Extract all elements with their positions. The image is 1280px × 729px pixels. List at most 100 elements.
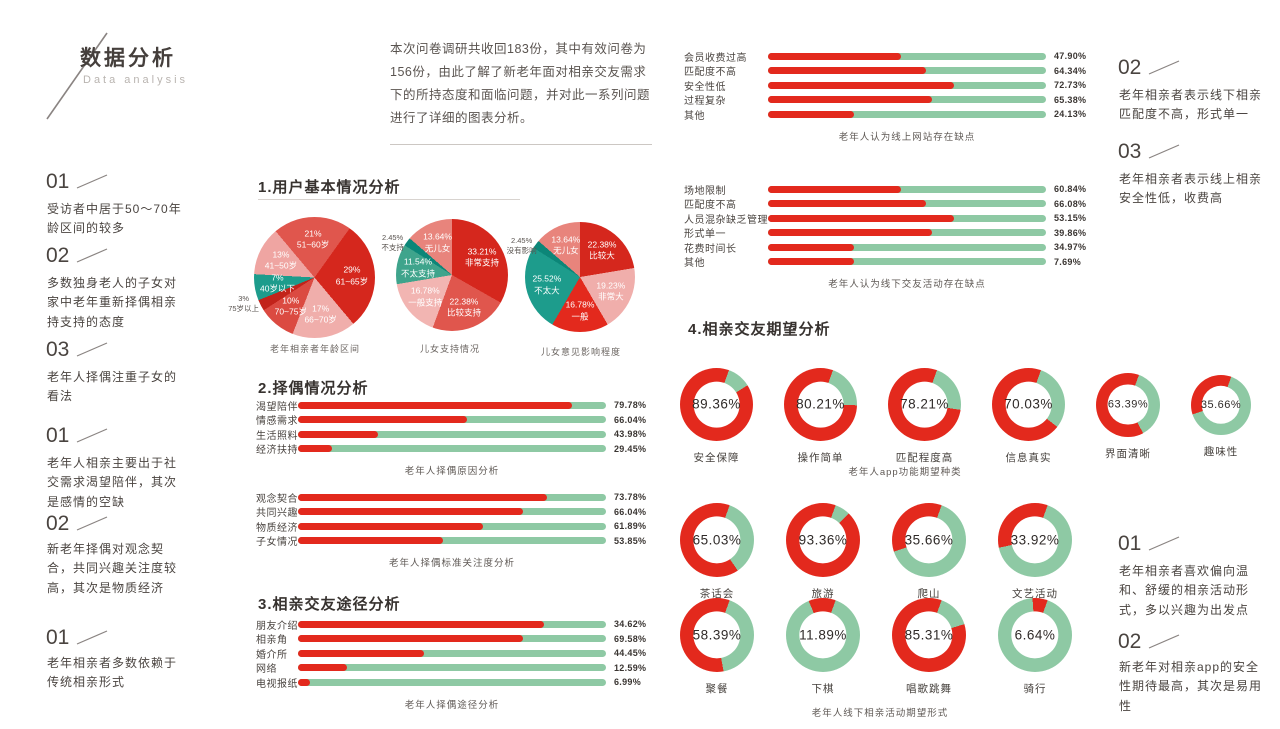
donut-hole: 70.03% (1004, 381, 1053, 428)
donut: 85.31% (892, 598, 966, 672)
bar-fill (298, 620, 545, 628)
donut-percent: 6.64% (1014, 627, 1056, 643)
pie-slice-pct: 21% (304, 228, 322, 239)
bar-chart-caption: 老年人择偶标准关注度分析 (388, 558, 515, 569)
logo-slash-icon (46, 32, 108, 120)
bar-track (298, 430, 606, 438)
donut-label: 匹配程度高 (895, 452, 954, 464)
pie-slice-pct: 3% (238, 293, 250, 303)
slash-icon (1149, 144, 1180, 159)
section-title-3: 3.相亲交友途径分析 (258, 596, 401, 613)
donut-item: 80.21% 操作简单 (784, 368, 857, 465)
donut-label: 信息真实 (1005, 452, 1052, 464)
bar-chart-offline: 场地限制 60.84% 匹配度不高 66.08% 人员混杂缺乏管理 53.15% 形式单一 3… (684, 182, 1086, 290)
slash-icon (77, 516, 108, 531)
bar-value: 53.85% (614, 535, 647, 546)
pie-slice-pct: 22.38% (587, 239, 617, 250)
donut-label: 操作简单 (797, 452, 844, 464)
note-number: 02 (1118, 56, 1181, 80)
donut-label: 文艺活动 (1012, 588, 1058, 600)
donut-hole: 85.31% (904, 611, 954, 659)
bar-track (768, 81, 1046, 89)
donut-hole: 11.89% (799, 611, 847, 659)
pie-slice-name: 比较大 (589, 250, 615, 261)
pie-slice-pct: 22.38% (449, 296, 479, 307)
pie-slice-label: 3% 75岁以上 (228, 294, 259, 314)
pie-slice-label: 13.64% 无儿女 (423, 232, 452, 255)
bar-row: 场地限制 60.84% (684, 182, 1086, 197)
pie-slice-label: 10% 70~75岁 (275, 295, 307, 318)
bar-label: 安全性低 (684, 81, 726, 93)
donut-item: 65.03% 茶话会 (680, 503, 754, 601)
bar-fill (768, 81, 955, 89)
bar-fill (298, 445, 332, 453)
donut: 35.66% (892, 503, 966, 577)
pie-slice-name: 非常支持 (464, 257, 500, 268)
donut-label: 下棋 (811, 683, 835, 695)
note-number: 01 (46, 170, 109, 194)
donut-percent: 70.03% (1004, 397, 1053, 412)
bar-chart-standard: 观念契合 73.78% 共同兴趣 66.04% 物质经济 61.89% 子女情况 53.85%… (256, 490, 646, 569)
pie-slice-label: 13.64% 无儿女 (551, 235, 580, 258)
pie-slice-pct: 11.54% (403, 256, 433, 267)
bar-fill (768, 110, 855, 118)
bar-value: 66.04% (614, 506, 647, 517)
donut-percent: 11.89% (799, 627, 847, 643)
pie-slice-pct: 25.52% (532, 273, 562, 284)
bar-track (768, 258, 1046, 266)
bar-label: 形式单一 (684, 229, 726, 241)
bar-row: 过程复杂 65.38% (684, 93, 1086, 108)
donut: 65.03% (680, 503, 754, 577)
note-text: 老年相亲者多数依赖于传统相亲形式 (47, 656, 178, 690)
bar-fill (298, 508, 523, 516)
bar-row: 网络 12.59% (256, 661, 646, 676)
slash-icon (77, 342, 108, 357)
bar-label: 过程复杂 (684, 96, 726, 108)
donut-caption-app: 老年人app功能期望种类 (848, 467, 962, 478)
donut-item: 11.89% 下棋 (786, 598, 860, 696)
bar-track (768, 96, 1046, 104)
slash-icon (77, 630, 108, 645)
donut-percent: 63.39% (1107, 398, 1149, 411)
donut-percent: 80.21% (796, 397, 845, 412)
bar-value: 79.78% (614, 400, 647, 411)
pie-slice-label: 29% 61~65岁 (336, 265, 368, 288)
bar-fill (298, 649, 425, 657)
bar-value: 73.78% (614, 492, 647, 503)
donut-percent: 33.92% (1010, 532, 1060, 548)
bar-label: 朋友介绍 (256, 620, 298, 632)
pie-slice-label: 16.78% 一般 (566, 300, 595, 323)
donut-percent: 85.31% (904, 627, 954, 643)
bar-value: 34.97% (1054, 242, 1087, 253)
bar-row: 共同兴趣 66.04% (256, 505, 646, 520)
donut-item: 70.03% 信息真实 (992, 368, 1065, 465)
pie-slice-label: 2.45% 不支持 (381, 233, 404, 253)
donut-row-app: 89.36% 安全保障 80.21% 操作简单 78.21% 匹配程度高 70.03% 信息真… (680, 368, 1251, 465)
pie-caption-support: 儿女支持情况 (419, 344, 480, 354)
pie-slice-label: 21% 51~60岁 (297, 229, 329, 252)
donut-label: 趣味性 (1203, 445, 1239, 458)
pie-slice-name: 41~50岁 (264, 260, 298, 271)
donut-hole: 93.36% (799, 516, 847, 564)
bar-row: 安全性低 72.73% (684, 78, 1086, 93)
bar-chart-caption: 老年人认为线下交友活动存在缺点 (828, 279, 986, 290)
pie-slice-name: 一般 (571, 311, 589, 322)
bar-label: 生活照料 (256, 430, 298, 442)
bar-track (298, 508, 606, 516)
bar-track (768, 214, 1046, 222)
bar-fill (298, 401, 573, 409)
bar-fill (768, 96, 933, 104)
bar-row: 花费时间长 34.97% (684, 240, 1086, 255)
donut-hole: 63.39% (1107, 384, 1149, 425)
donut-hole: 35.66% (1201, 385, 1241, 424)
bar-row: 渴望陪伴 79.78% (256, 398, 646, 413)
pie-slice-name: 无儿女 (424, 243, 451, 254)
note-text: 老年相亲者表示线下相亲匹配度不高，形式单一 (1119, 88, 1263, 122)
donut-hole: 58.39% (693, 611, 741, 659)
donut-item: 89.36% 安全保障 (680, 368, 753, 465)
donut-item: 63.39% 界面清晰 (1096, 368, 1160, 461)
note-number: 02 (46, 512, 109, 536)
bar-label: 相亲角 (256, 635, 288, 647)
pie-slice-pct: 13.64% (423, 231, 452, 242)
